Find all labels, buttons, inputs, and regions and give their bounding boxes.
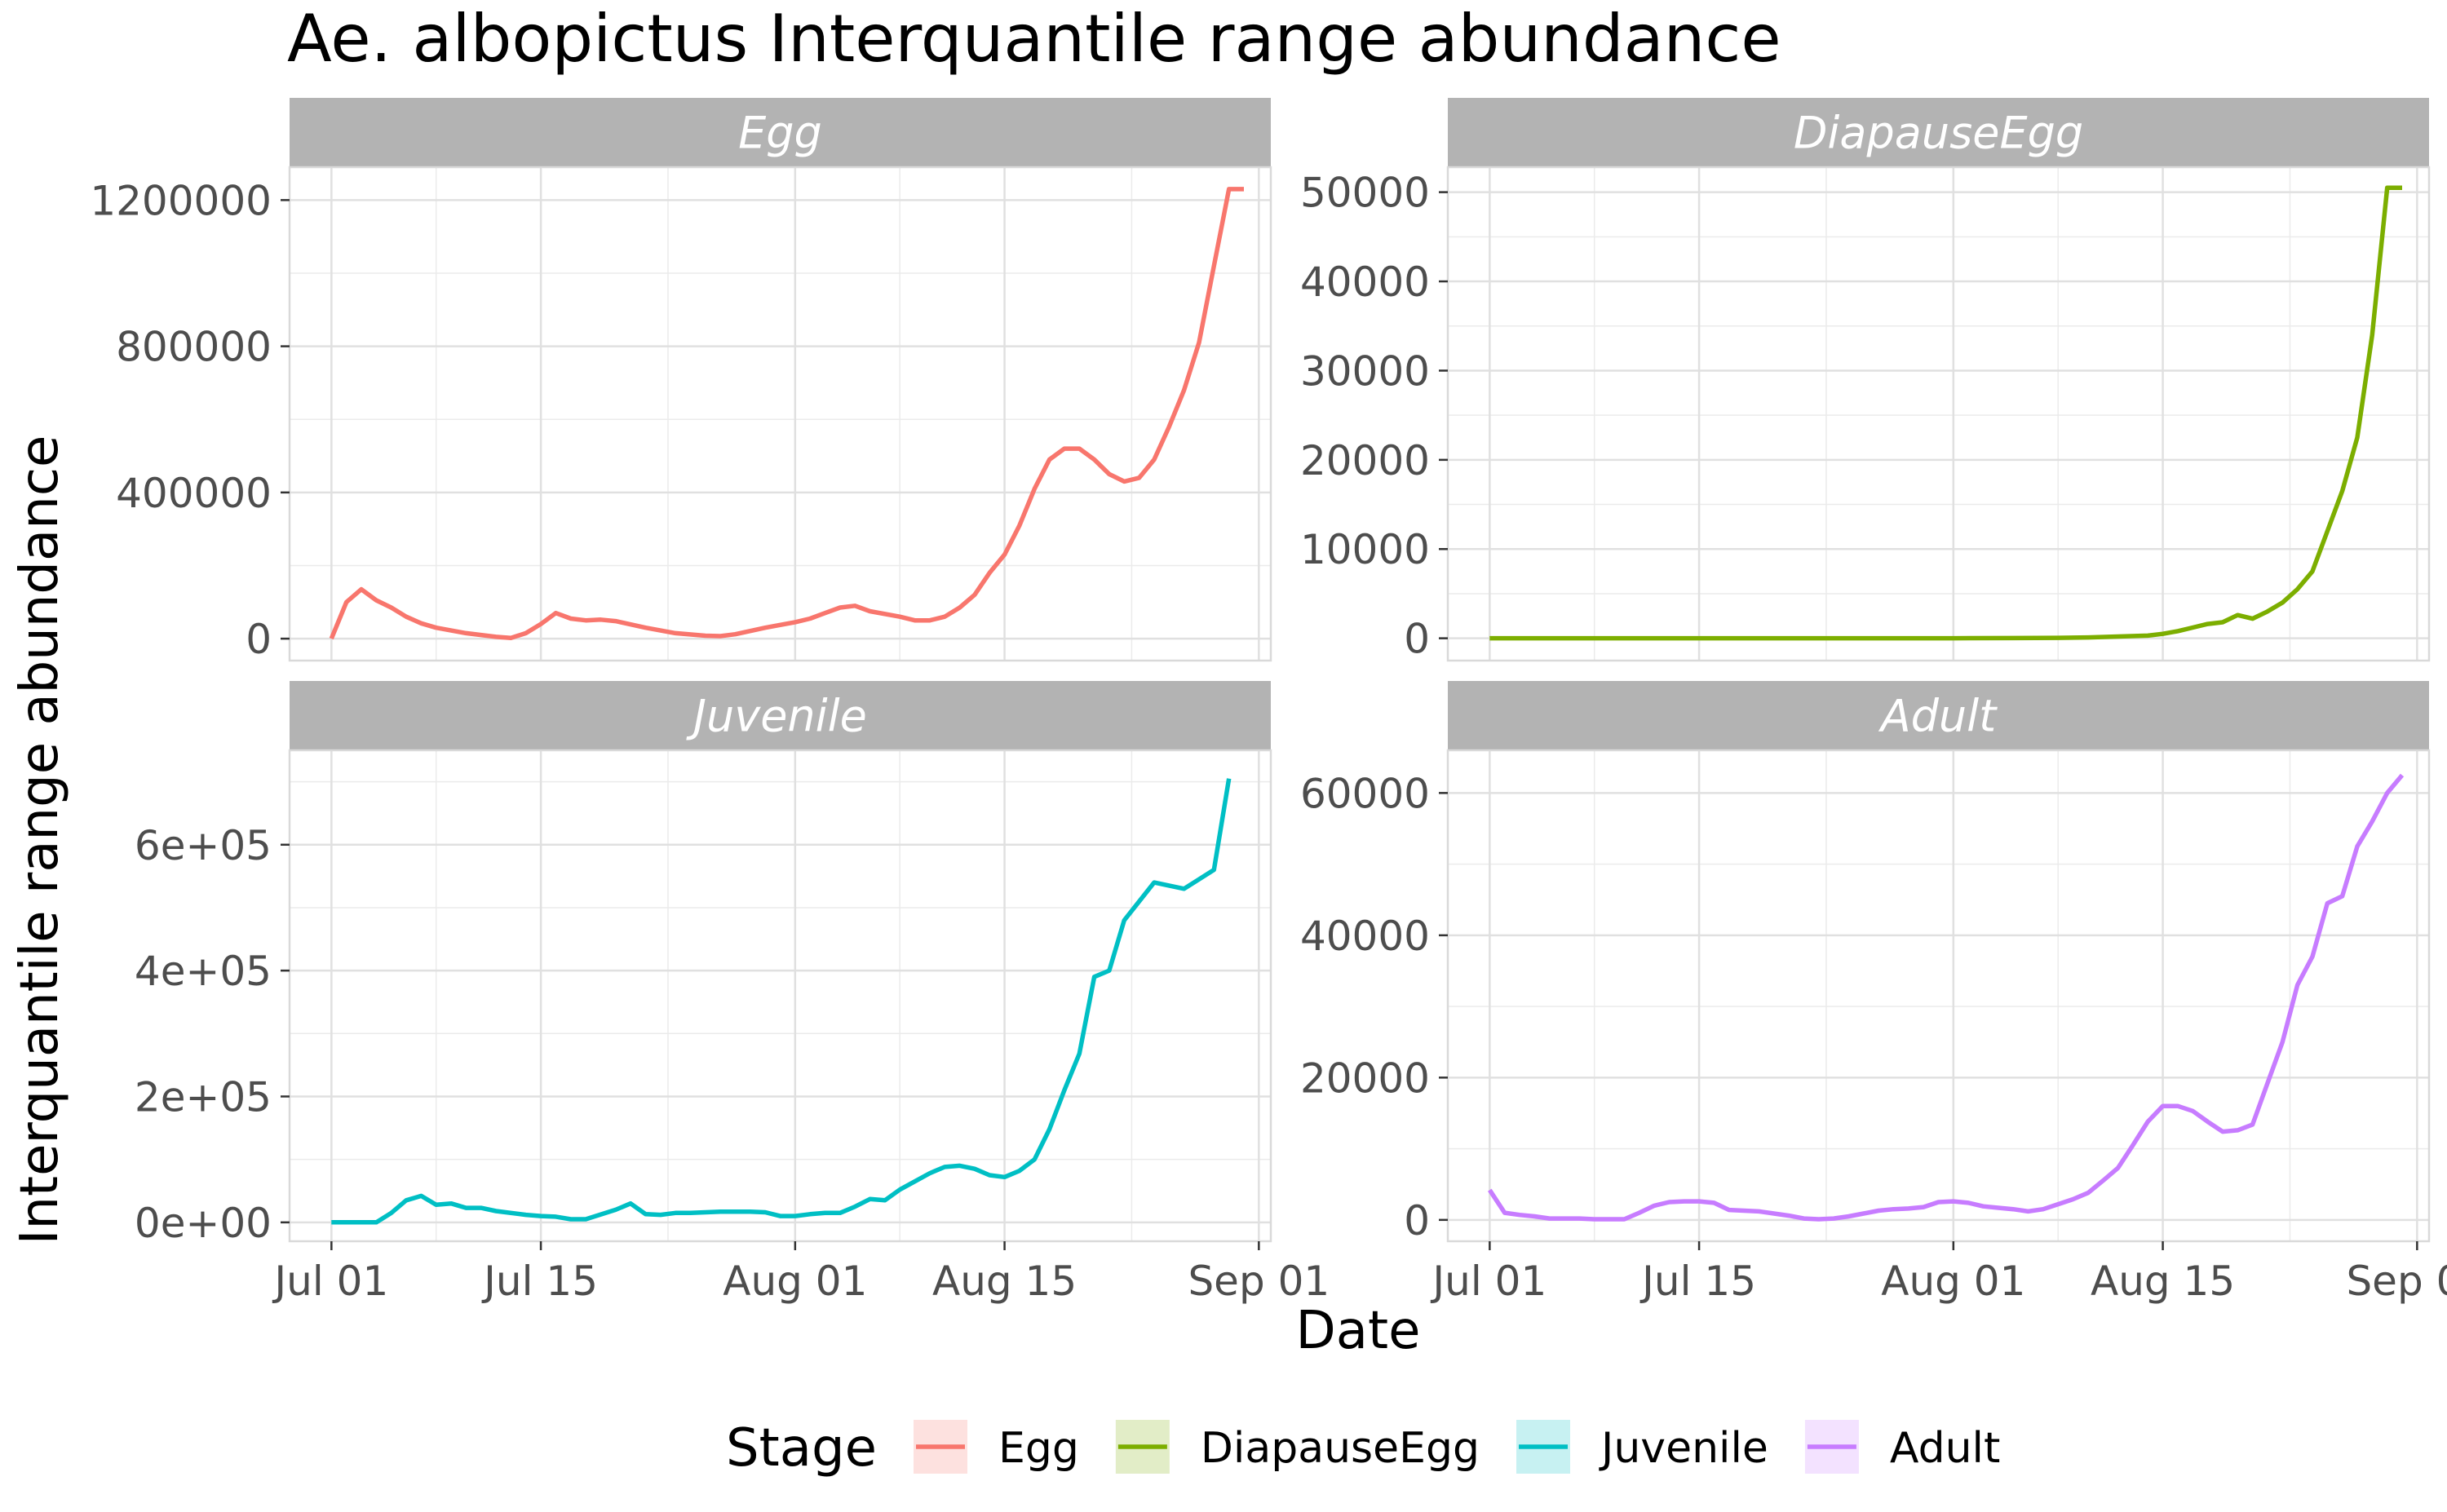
x-tick-label: Sep 01	[2346, 1258, 2447, 1305]
panel-border	[288, 749, 1272, 1243]
x-tick-label: Aug 15	[2091, 1258, 2235, 1305]
y-tick-label: 0	[1404, 616, 1430, 663]
x-tick-label: Aug 01	[723, 1258, 867, 1305]
strip-juvenile	[290, 681, 1271, 750]
x-tick-label: Aug 01	[1881, 1258, 2025, 1305]
y-tick-label: 0	[246, 616, 272, 663]
strip-adult	[1448, 681, 2429, 750]
strip-label-juvenile: Juvenile	[686, 691, 867, 742]
y-tick-label: 2e+05	[135, 1073, 272, 1121]
x-axis-title: Date	[1296, 1301, 1421, 1361]
panel-background	[1448, 750, 2429, 1241]
legend-item-adult: Adult	[1804, 1420, 2000, 1474]
y-tick-label: 4e+05	[135, 948, 272, 995]
y-tick-label: 0	[1404, 1197, 1430, 1245]
series-line-juvenile	[331, 778, 1232, 1225]
panel-egg: Egg 0 400000 800000 1200000	[90, 98, 1272, 663]
legend-label-diapauseegg: DiapauseEgg	[1201, 1424, 1480, 1473]
legend-label-juvenile: Juvenile	[1599, 1424, 1768, 1473]
strip-label-diapauseegg: DiapauseEgg	[1794, 108, 2083, 159]
series-line-diapauseegg	[1489, 185, 2402, 641]
panel-adult: Adult 0 20000 40000 60000 Jul 01 Jul 15 Aug 01 A…	[1300, 681, 2447, 1305]
legend-item-diapauseegg: DiapauseEgg	[1115, 1420, 1480, 1474]
y-axis-title: Interquantile range abundance	[10, 435, 70, 1245]
panel-border	[288, 166, 1272, 662]
y-tick-label: 6e+05	[135, 822, 272, 869]
y-tick-label: 20000	[1300, 1054, 1430, 1102]
panel-juvenile: Juvenile 0e+00 2e+05 4e+05 6e+05 Jul 01 Jul 15…	[135, 681, 1330, 1305]
x-tick-label: Sep 01	[1188, 1258, 1330, 1305]
x-tick-label: Jul 15	[1639, 1258, 1756, 1305]
x-tick-label: Jul 01	[1430, 1258, 1547, 1305]
x-tick-label: Jul 01	[272, 1258, 388, 1305]
panel-border	[1446, 166, 2431, 662]
y-tick-label: 40000	[1300, 259, 1430, 306]
strip-label-egg: Egg	[738, 108, 822, 159]
strip-label-adult: Adult	[1878, 691, 1998, 742]
panel-background	[290, 167, 1271, 661]
legend-label-adult: Adult	[1890, 1424, 2000, 1473]
panel-diapauseegg: DiapauseEgg 0 10000 20000 30000 40000 50000	[1300, 98, 2431, 663]
y-tick-label: 60000	[1300, 770, 1430, 817]
panel-background	[1448, 167, 2429, 661]
y-tick-label: 400000	[116, 470, 272, 517]
panel-border	[1446, 749, 2431, 1243]
y-tick-label: 40000	[1300, 913, 1430, 960]
legend-title: Stage	[726, 1418, 877, 1479]
legend-item-egg: Egg	[914, 1420, 1079, 1474]
legend-item-juvenile: Juvenile	[1516, 1420, 1768, 1474]
y-tick-label: 10000	[1300, 526, 1430, 573]
legend: Stage Egg DiapauseEgg Juvenile Adult	[726, 1418, 2000, 1479]
series-line-egg	[329, 187, 1244, 640]
x-tick-label: Aug 15	[932, 1258, 1077, 1305]
y-tick-label: 0e+00	[135, 1200, 272, 1247]
series-line-adult	[1488, 773, 2405, 1222]
y-tick-label: 50000	[1300, 170, 1430, 217]
strip-diapauseegg	[1448, 98, 2429, 167]
y-tick-label: 1200000	[90, 177, 272, 224]
legend-label-egg: Egg	[998, 1424, 1079, 1473]
panels: Egg04000008000001200000DiapauseEgg010000…	[90, 98, 2447, 1305]
x-tick-label: Jul 15	[481, 1258, 598, 1305]
y-tick-label: 800000	[116, 324, 272, 371]
y-tick-label: 20000	[1300, 437, 1430, 484]
chart-title: Ae. albopictus Interquantile range abund…	[287, 1, 1781, 77]
strip-egg	[290, 98, 1271, 167]
y-tick-label: 30000	[1300, 347, 1430, 395]
